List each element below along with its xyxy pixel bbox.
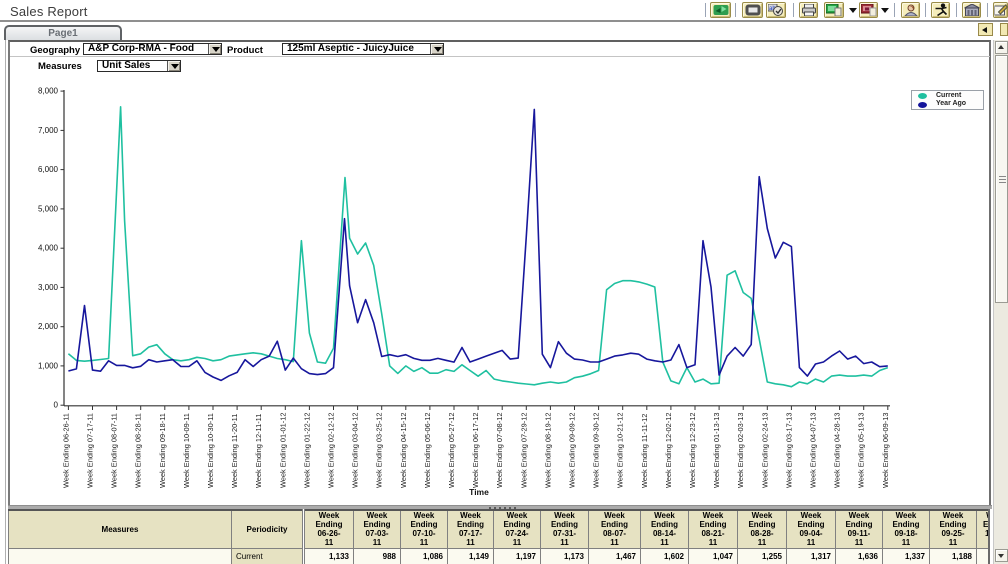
- svg-text:Week Ending 11-20-11: Week Ending 11-20-11: [230, 414, 239, 488]
- svg-text:Week Ending 10-30-11: Week Ending 10-30-11: [206, 413, 215, 488]
- svg-text:Week Ending 04-07-13: Week Ending 04-07-13: [809, 413, 818, 488]
- svg-text:Week Ending 04-28-13: Week Ending 04-28-13: [833, 413, 842, 488]
- svg-text:2,000: 2,000: [38, 322, 59, 331]
- svg-text:4,000: 4,000: [38, 244, 59, 253]
- svg-text:Week Ending 08-28-11: Week Ending 08-28-11: [134, 413, 143, 488]
- svg-text:Week Ending 09-30-12: Week Ending 09-30-12: [592, 413, 601, 488]
- svg-text:Week Ending 08-07-11: Week Ending 08-07-11: [110, 413, 119, 488]
- svg-text:Week Ending 08-19-12: Week Ending 08-19-12: [543, 413, 552, 488]
- svg-text:Week Ending 02-12-12: Week Ending 02-12-12: [327, 413, 336, 488]
- svg-text:Week Ending 06-17-12: Week Ending 06-17-12: [471, 413, 480, 488]
- svg-text:Week Ending 01-22-12: Week Ending 01-22-12: [302, 413, 311, 488]
- svg-text:Week Ending 01-01-12: Week Ending 01-01-12: [278, 413, 287, 488]
- svg-text:Week Ending 06-09-13: Week Ending 06-09-13: [881, 413, 890, 488]
- svg-text:0: 0: [54, 401, 59, 410]
- svg-text:Week Ending 06-26-11: Week Ending 06-26-11: [61, 413, 70, 488]
- svg-text:Time: Time: [469, 487, 489, 497]
- svg-text:Week Ending 05-19-13: Week Ending 05-19-13: [857, 413, 866, 488]
- svg-text:Week Ending 03-04-12: Week Ending 03-04-12: [351, 413, 360, 488]
- svg-text:Week Ending 12-23-12: Week Ending 12-23-12: [688, 413, 697, 488]
- svg-text:1,000: 1,000: [38, 361, 59, 370]
- svg-text:Week Ending 11-11-12: Week Ending 11-11-12: [640, 414, 649, 488]
- svg-text:Week Ending 07-17-11: Week Ending 07-17-11: [86, 413, 95, 488]
- svg-text:Week Ending 07-29-12: Week Ending 07-29-12: [519, 413, 528, 488]
- svg-text:3,000: 3,000: [38, 283, 59, 292]
- svg-text:Week Ending 09-09-12: Week Ending 09-09-12: [568, 413, 577, 488]
- svg-text:Week Ending 05-27-12: Week Ending 05-27-12: [447, 413, 456, 488]
- svg-text:5,000: 5,000: [38, 204, 59, 213]
- svg-text:Week Ending 10-21-12: Week Ending 10-21-12: [616, 413, 625, 488]
- svg-text:Week Ending 03-17-13: Week Ending 03-17-13: [784, 413, 793, 488]
- svg-text:Week Ending 10-09-11: Week Ending 10-09-11: [182, 413, 191, 488]
- svg-text:Week Ending 12-11-11: Week Ending 12-11-11: [254, 414, 263, 488]
- svg-text:Week Ending 01-13-13: Week Ending 01-13-13: [712, 413, 721, 488]
- svg-text:6,000: 6,000: [38, 165, 59, 174]
- svg-text:7,000: 7,000: [38, 126, 59, 135]
- svg-text:Week Ending 07-08-12: Week Ending 07-08-12: [495, 413, 504, 488]
- svg-text:Week Ending 12-02-12: Week Ending 12-02-12: [664, 413, 673, 488]
- svg-text:Week Ending 05-06-12: Week Ending 05-06-12: [423, 413, 432, 488]
- svg-text:Week Ending 02-03-13: Week Ending 02-03-13: [736, 413, 745, 488]
- svg-text:Week Ending 09-18-11: Week Ending 09-18-11: [158, 413, 167, 488]
- svg-text:ab: ab: [769, 6, 776, 12]
- svg-text:Week Ending 02-24-13: Week Ending 02-24-13: [760, 413, 769, 488]
- svg-text:Week Ending 04-15-12: Week Ending 04-15-12: [399, 413, 408, 488]
- svg-text:Week Ending 03-25-12: Week Ending 03-25-12: [375, 413, 384, 488]
- svg-text:8,000: 8,000: [38, 87, 59, 96]
